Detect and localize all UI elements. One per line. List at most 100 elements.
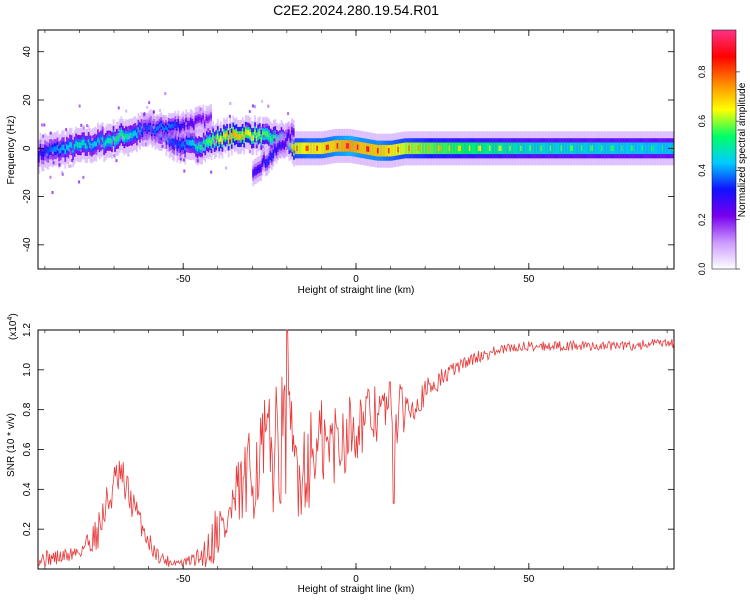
heatmap-cell bbox=[517, 142, 519, 155]
heatmap-cell bbox=[316, 145, 319, 151]
heatmap-cell bbox=[350, 140, 353, 152]
heatmap-cell bbox=[149, 124, 152, 130]
heatmap-cell bbox=[358, 141, 361, 154]
heatmap-speckle bbox=[180, 137, 183, 141]
heatmap-speckle bbox=[228, 114, 231, 118]
heatmap-speckle bbox=[255, 142, 258, 146]
heatmap-speckle bbox=[228, 135, 231, 139]
heatmap-cell bbox=[569, 145, 572, 151]
heatmap-speckle bbox=[205, 135, 208, 139]
heatmap-speckle bbox=[219, 142, 222, 146]
heatmap-cell bbox=[281, 142, 284, 147]
heatmap-cell bbox=[199, 144, 202, 150]
heatmap-cell bbox=[146, 127, 149, 132]
heatmap-speckle bbox=[61, 171, 64, 175]
heatmap-speckle bbox=[58, 162, 61, 166]
heatmap-speckle bbox=[159, 108, 162, 112]
spectrogram-panel: -50 0 50 -40 -20 0 20 40 Height of straight lin… bbox=[6, 29, 675, 296]
heatmap-cell bbox=[221, 138, 224, 145]
heatmap-cell bbox=[264, 161, 267, 166]
heatmap-speckle bbox=[127, 127, 130, 131]
heatmap-cell bbox=[400, 143, 403, 155]
heatmap-cell bbox=[135, 132, 138, 139]
heatmap-cell bbox=[436, 142, 438, 155]
heatmap-cell bbox=[292, 130, 295, 135]
heatmap-cell bbox=[223, 132, 225, 138]
heatmap-speckle bbox=[260, 126, 263, 130]
heatmap-cell bbox=[62, 144, 65, 151]
y-tick-label: 20 bbox=[22, 94, 33, 106]
heatmap-cell bbox=[185, 120, 188, 125]
heatmap-speckle bbox=[143, 130, 146, 134]
heatmap-speckle bbox=[251, 104, 254, 108]
heatmap-cell bbox=[87, 139, 90, 145]
heatmap-cell bbox=[51, 147, 54, 154]
heatmap-speckle bbox=[261, 99, 264, 103]
heatmap-cell bbox=[79, 142, 82, 148]
heatmap-cell bbox=[182, 141, 185, 147]
heatmap-cell bbox=[64, 149, 67, 155]
heatmap-cell bbox=[249, 131, 252, 138]
snr-ylabel: SNR (10 * v/v) bbox=[6, 413, 17, 477]
heatmap-cell bbox=[257, 131, 260, 138]
heatmap-cell bbox=[263, 157, 265, 162]
heatmap-cell bbox=[185, 139, 188, 145]
heatmap-speckle bbox=[152, 126, 155, 130]
heatmap-cell bbox=[429, 142, 432, 155]
heatmap-cell bbox=[605, 142, 608, 155]
heatmap-cell bbox=[155, 126, 158, 131]
heatmap-cell bbox=[585, 142, 588, 155]
heatmap-speckle bbox=[100, 140, 103, 144]
heatmap-speckle bbox=[71, 158, 74, 162]
heatmap-cell bbox=[216, 133, 219, 139]
heatmap-cell bbox=[258, 166, 261, 171]
heatmap-cell bbox=[107, 137, 110, 144]
heatmap-cell bbox=[188, 140, 191, 146]
heatmap-speckle bbox=[111, 141, 114, 145]
y-tick-label: 0 bbox=[22, 145, 33, 151]
heatmap-speckle bbox=[293, 150, 296, 154]
heatmap-cell bbox=[591, 145, 594, 151]
heatmap-speckle bbox=[108, 132, 111, 136]
heatmap-cell bbox=[53, 146, 56, 152]
heatmap-cell bbox=[255, 168, 258, 173]
heatmap-cell bbox=[548, 142, 550, 155]
heatmap-speckle bbox=[51, 190, 54, 194]
heatmap-cell bbox=[191, 139, 194, 146]
heatmap-cell bbox=[253, 169, 256, 174]
heatmap-cell bbox=[461, 142, 463, 155]
heatmap-speckle bbox=[43, 123, 46, 127]
heatmap-cell bbox=[447, 142, 449, 155]
colorbar-ticks: 0.0 0.2 0.4 0.6 0.8 bbox=[697, 66, 740, 275]
heatmap-speckle bbox=[98, 143, 101, 147]
heatmap-cell bbox=[545, 142, 547, 155]
heatmap-cell bbox=[210, 114, 212, 119]
heatmap-cell bbox=[188, 123, 191, 128]
x-tick-label: -50 bbox=[176, 574, 191, 585]
heatmap-cell bbox=[344, 140, 347, 152]
heatmap-cell bbox=[42, 151, 45, 158]
heatmap-cell bbox=[169, 124, 172, 129]
heatmap-cell bbox=[587, 142, 589, 155]
heatmap-cell bbox=[459, 145, 462, 151]
heatmap-cell bbox=[73, 144, 76, 150]
heatmap-cell bbox=[321, 142, 323, 155]
heatmap-cell bbox=[272, 134, 275, 140]
heatmap-cell bbox=[166, 127, 169, 132]
heatmap-cell bbox=[168, 123, 170, 128]
heatmap-cell bbox=[524, 142, 527, 155]
heatmap-cell bbox=[381, 144, 384, 157]
heatmap-cell bbox=[594, 142, 597, 155]
heatmap-cell bbox=[341, 140, 344, 152]
heatmap-cell bbox=[557, 142, 560, 155]
heatmap-cell bbox=[395, 144, 398, 156]
heatmap-cell bbox=[69, 141, 71, 148]
heatmap-cell bbox=[336, 143, 339, 149]
heatmap-cell bbox=[577, 142, 580, 155]
heatmap-cell bbox=[604, 142, 606, 155]
heatmap-cell bbox=[425, 142, 428, 155]
heatmap-cell bbox=[286, 134, 289, 139]
heatmap-cell bbox=[610, 145, 613, 151]
heatmap-cell bbox=[291, 129, 293, 134]
heatmap-cell bbox=[327, 144, 330, 150]
